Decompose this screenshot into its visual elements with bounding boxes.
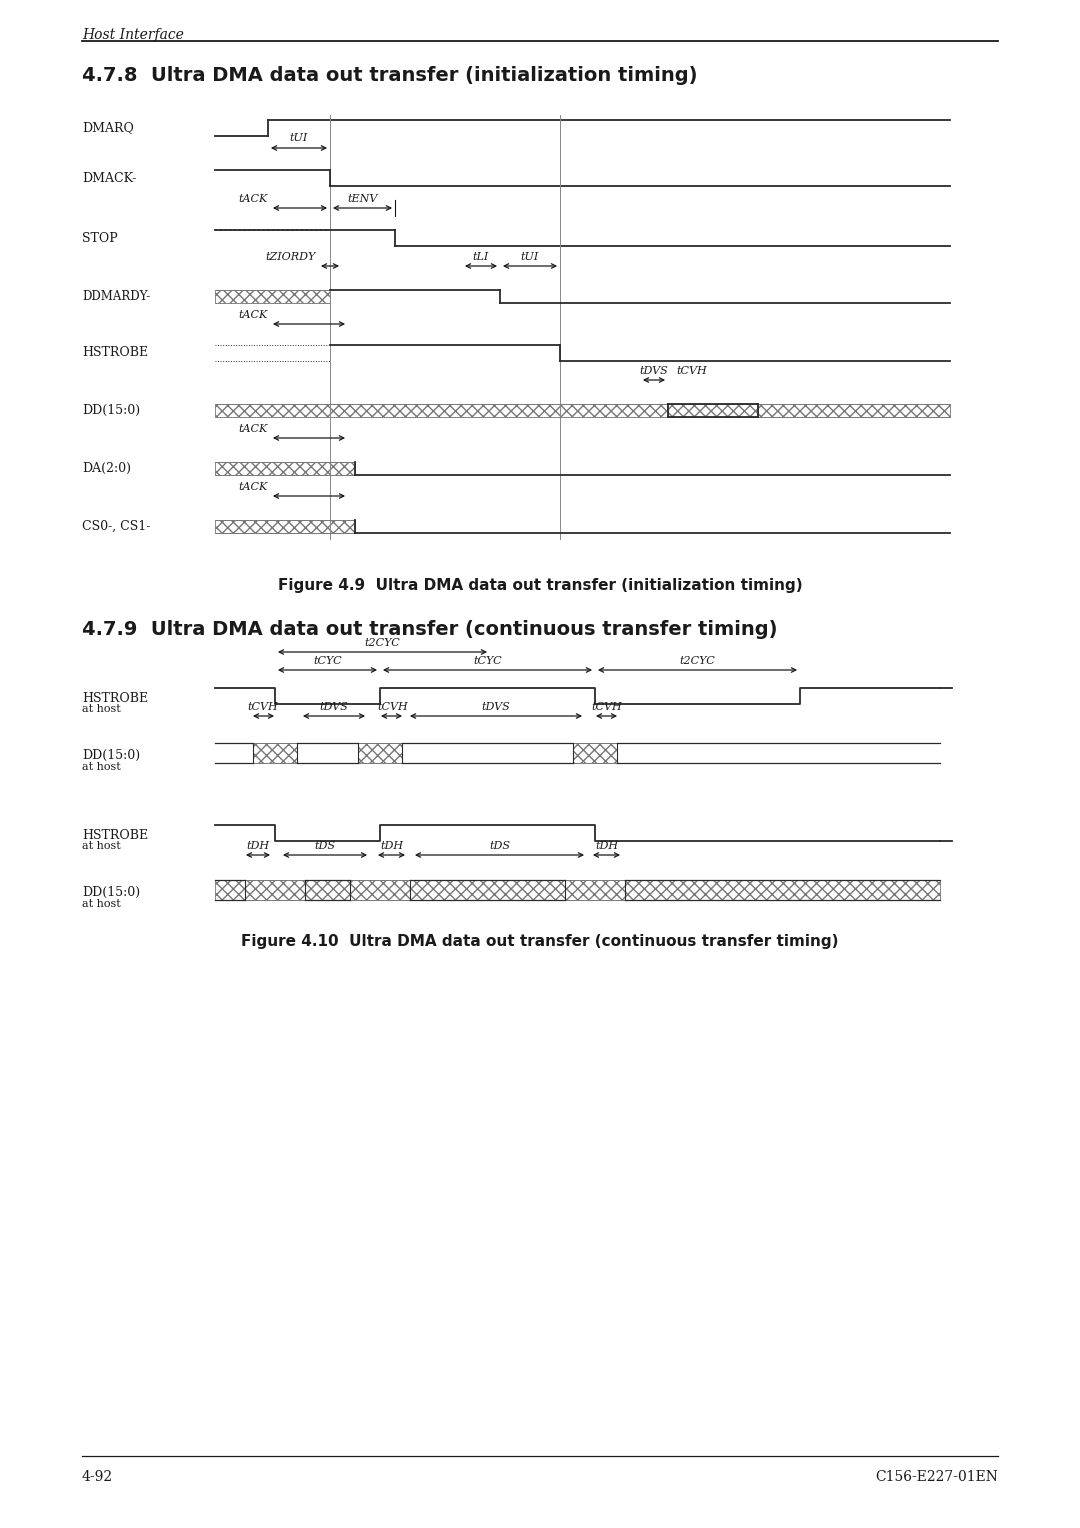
Text: 4.7.9  Ultra DMA data out transfer (continuous transfer timing): 4.7.9 Ultra DMA data out transfer (conti… [82, 620, 778, 639]
Bar [215, 520, 355, 532]
Bar [625, 880, 940, 900]
Bar [357, 743, 402, 762]
Bar [410, 880, 565, 900]
Bar [215, 461, 355, 475]
Text: tDH: tDH [380, 840, 403, 851]
Text: tCYC: tCYC [473, 656, 502, 666]
Bar [215, 289, 330, 303]
Text: DD(15:0): DD(15:0) [82, 886, 140, 898]
Text: t2CYC: t2CYC [679, 656, 715, 666]
Text: HSTROBE: HSTROBE [82, 830, 148, 842]
Bar [215, 880, 245, 900]
Text: tDH: tDH [246, 840, 270, 851]
Text: Figure 4.10  Ultra DMA data out transfer (continuous transfer timing): Figure 4.10 Ultra DMA data out transfer … [241, 934, 839, 949]
Text: tACK: tACK [239, 194, 268, 205]
Text: tCVH: tCVH [377, 701, 408, 712]
Text: tZIORDY: tZIORDY [266, 252, 316, 261]
Text: t2CYC: t2CYC [365, 639, 401, 648]
Text: tACK: tACK [239, 423, 268, 434]
Text: tDVS: tDVS [482, 701, 511, 712]
Text: C156-E227-01EN: C156-E227-01EN [875, 1470, 998, 1484]
Text: tDS: tDS [314, 840, 336, 851]
Bar [215, 403, 669, 417]
Text: tLI: tLI [473, 252, 489, 261]
Text: tUI: tUI [521, 252, 539, 261]
Text: at host: at host [82, 898, 121, 909]
Bar [245, 880, 305, 900]
Text: DD(15:0): DD(15:0) [82, 749, 140, 762]
Text: tCYC: tCYC [313, 656, 341, 666]
Bar [758, 403, 950, 417]
Text: at host: at host [82, 762, 121, 772]
Text: tDVS: tDVS [639, 367, 669, 376]
Text: tUI: tUI [289, 133, 308, 144]
Text: STOP: STOP [82, 232, 118, 244]
Bar [350, 880, 410, 900]
Text: tDVS: tDVS [320, 701, 349, 712]
Text: Figure 4.9  Ultra DMA data out transfer (initialization timing): Figure 4.9 Ultra DMA data out transfer (… [278, 578, 802, 593]
Text: tENV: tENV [348, 194, 378, 205]
Bar [669, 403, 758, 417]
Text: tACK: tACK [239, 481, 268, 492]
Text: tACK: tACK [239, 310, 268, 319]
Text: DDMARDY-: DDMARDY- [82, 289, 150, 303]
Text: HSTROBE: HSTROBE [82, 347, 148, 359]
Text: 4-92: 4-92 [82, 1470, 113, 1484]
Text: HSTROBE: HSTROBE [82, 692, 148, 704]
Text: DMACK-: DMACK- [82, 171, 136, 185]
Text: tCVH: tCVH [247, 701, 278, 712]
Text: Host Interface: Host Interface [82, 28, 184, 41]
Text: tCVH: tCVH [676, 367, 706, 376]
Bar [573, 743, 617, 762]
Text: DA(2:0): DA(2:0) [82, 461, 131, 475]
Bar [253, 743, 297, 762]
Bar [305, 880, 350, 900]
Text: tDH: tDH [595, 840, 618, 851]
Bar [565, 880, 625, 900]
Text: DD(15:0): DD(15:0) [82, 403, 140, 417]
Text: tDS: tDS [489, 840, 510, 851]
Text: tCVH: tCVH [591, 701, 622, 712]
Text: at host: at host [82, 704, 121, 714]
Text: 4.7.8  Ultra DMA data out transfer (initialization timing): 4.7.8 Ultra DMA data out transfer (initi… [82, 66, 698, 86]
Text: CS0-, CS1-: CS0-, CS1- [82, 520, 150, 532]
Text: DMARQ: DMARQ [82, 122, 134, 134]
Text: at host: at host [82, 840, 121, 851]
